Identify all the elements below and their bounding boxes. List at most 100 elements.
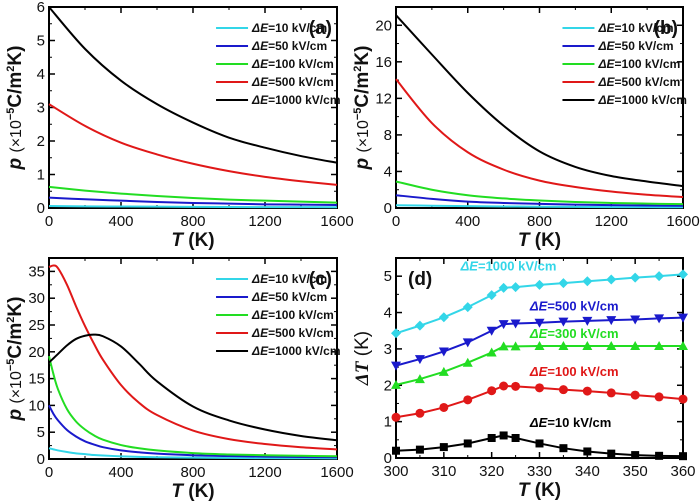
- data-point: [498, 341, 509, 351]
- data-point: [463, 395, 473, 405]
- data-point: [607, 449, 616, 458]
- data-point: [511, 434, 520, 442]
- series-line: [395, 78, 684, 199]
- x-tick-label: 0: [392, 213, 400, 230]
- y-tick-label: 8: [384, 127, 392, 144]
- panel-label: (c): [309, 269, 332, 290]
- y-tick-label: 10: [28, 397, 45, 414]
- y-tick-label: 6: [37, 0, 45, 16]
- series-100kv: [48, 185, 338, 204]
- x-tick-label: 320: [479, 463, 504, 480]
- annotation-symbol: ΔE: [529, 326, 548, 341]
- legend-value: =1000 kV/cm: [615, 93, 687, 107]
- series-50kv: [395, 194, 684, 207]
- x-tick-label: 1600: [666, 213, 699, 230]
- y-axis-unit: C/m: [352, 72, 373, 108]
- y-tick-label: 1: [37, 167, 45, 184]
- y-axis-label: p (×10−5C/m2K): [352, 46, 373, 171]
- data-point: [678, 313, 688, 323]
- legend-symbol: ΔE: [597, 75, 615, 89]
- legend-value: =100 kV/cm: [268, 57, 334, 71]
- legend-entry: ΔE=500 kV/cm: [251, 326, 334, 340]
- legend-symbol: ΔE: [251, 326, 269, 340]
- data-point: [606, 316, 617, 326]
- y-tick-label: 5: [384, 268, 392, 285]
- series-500kv: [48, 103, 338, 186]
- data-point: [630, 315, 641, 325]
- legend-value: =1000 kV/cm: [268, 93, 340, 107]
- legend-entry: ΔE=10 kV/cm: [251, 21, 327, 35]
- data-point: [391, 328, 401, 339]
- legend-symbol: ΔE: [251, 272, 269, 286]
- data-point: [678, 269, 688, 280]
- series-1000kv: [391, 269, 688, 339]
- panel-label: (a): [309, 18, 332, 39]
- y-axis-symbol: ΔT: [352, 360, 373, 386]
- y-tick-label: 20: [28, 344, 45, 361]
- x-tick-label: 1600: [320, 464, 353, 481]
- legend-symbol: ΔE: [251, 344, 269, 358]
- annotation-symbol: ΔE: [529, 415, 548, 430]
- x-axis-label: T (K): [171, 230, 214, 251]
- series-300kv: [391, 341, 688, 389]
- series-line: [395, 180, 684, 206]
- x-axis-label: T (K): [171, 481, 214, 502]
- x-tick-label: 360: [670, 463, 695, 480]
- y-tick-label: 0: [384, 200, 392, 217]
- x-tick-label: 800: [180, 464, 205, 481]
- data-point: [462, 302, 473, 313]
- data-point: [487, 386, 497, 396]
- data-point: [534, 318, 545, 328]
- data-point: [582, 316, 593, 326]
- data-point: [498, 282, 509, 293]
- data-point: [499, 381, 509, 391]
- data-point: [558, 385, 568, 395]
- data-point: [486, 290, 497, 301]
- plot-frame: [48, 257, 338, 460]
- x-tick-label: 0: [45, 213, 53, 230]
- series-line: [48, 204, 338, 209]
- y-axis-exponent: −5: [5, 108, 17, 121]
- legend-value: =50 kV/cm: [615, 39, 674, 53]
- legend-entry: ΔE=50 kV/cm: [597, 39, 673, 53]
- data-point: [678, 341, 688, 350]
- series-line: [48, 333, 338, 442]
- panel-b: 0 400 800 1200 1600 0 4 8 12 16 20 T (K) p (×10−5C/m…: [352, 6, 700, 251]
- y-axis-unit-end: K): [5, 46, 26, 66]
- x-tick-label: 340: [575, 463, 600, 480]
- x-axis-symbol: T: [171, 230, 184, 251]
- legend-value: =500 kV/cm: [615, 75, 681, 89]
- x-axis-symbol: T: [171, 481, 184, 502]
- data-point: [498, 320, 509, 330]
- series-line: [48, 447, 338, 460]
- data-point: [499, 431, 508, 440]
- series-line: [48, 196, 338, 206]
- data-point: [630, 341, 641, 350]
- y-tick-label: 4: [384, 305, 392, 322]
- y-tick-label: 25: [28, 317, 45, 334]
- legend-value: =100 kV/cm: [615, 57, 681, 71]
- data-point: [439, 443, 448, 452]
- data-point: [415, 445, 424, 454]
- data-point: [486, 326, 497, 336]
- data-point: [559, 444, 568, 453]
- y-axis-unit-end: K): [352, 46, 373, 66]
- series-1000kv: [395, 14, 684, 188]
- legend-symbol: ΔE: [597, 93, 615, 107]
- data-point: [583, 447, 592, 456]
- legend-entry: ΔE=500 kV/cm: [251, 75, 334, 89]
- series-line: [48, 185, 338, 204]
- legend-symbol: ΔE: [597, 57, 615, 71]
- y-axis-exponent-2: 2: [352, 66, 364, 72]
- y-tick-label: 2: [37, 133, 45, 150]
- y-axis-symbol: p: [5, 153, 26, 171]
- legend-value: =50 kV/cm: [268, 39, 327, 53]
- data-point: [630, 390, 640, 400]
- y-axis-unit-prefix: (×10: [355, 120, 372, 153]
- series-10kv: [48, 447, 338, 460]
- legend-symbol: ΔE: [597, 21, 615, 35]
- data-point: [463, 439, 472, 448]
- annotation-value: =1000 kV/cm: [478, 259, 556, 274]
